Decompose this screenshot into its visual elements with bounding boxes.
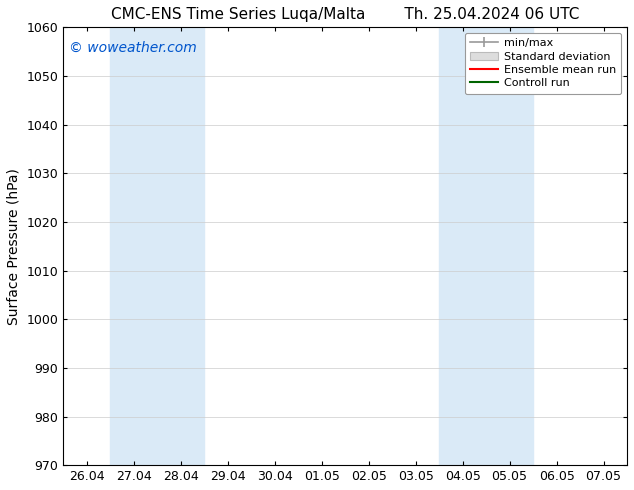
- Bar: [110, 27, 204, 465]
- Y-axis label: Surface Pressure (hPa): Surface Pressure (hPa): [7, 168, 21, 325]
- Text: © woweather.com: © woweather.com: [69, 40, 197, 54]
- Legend: min/max, Standard deviation, Ensemble mean run, Controll run: min/max, Standard deviation, Ensemble me…: [465, 33, 621, 94]
- Title: CMC-ENS Time Series Luqa/Malta        Th. 25.04.2024 06 UTC: CMC-ENS Time Series Luqa/Malta Th. 25.04…: [111, 7, 579, 22]
- Bar: [439, 27, 533, 465]
